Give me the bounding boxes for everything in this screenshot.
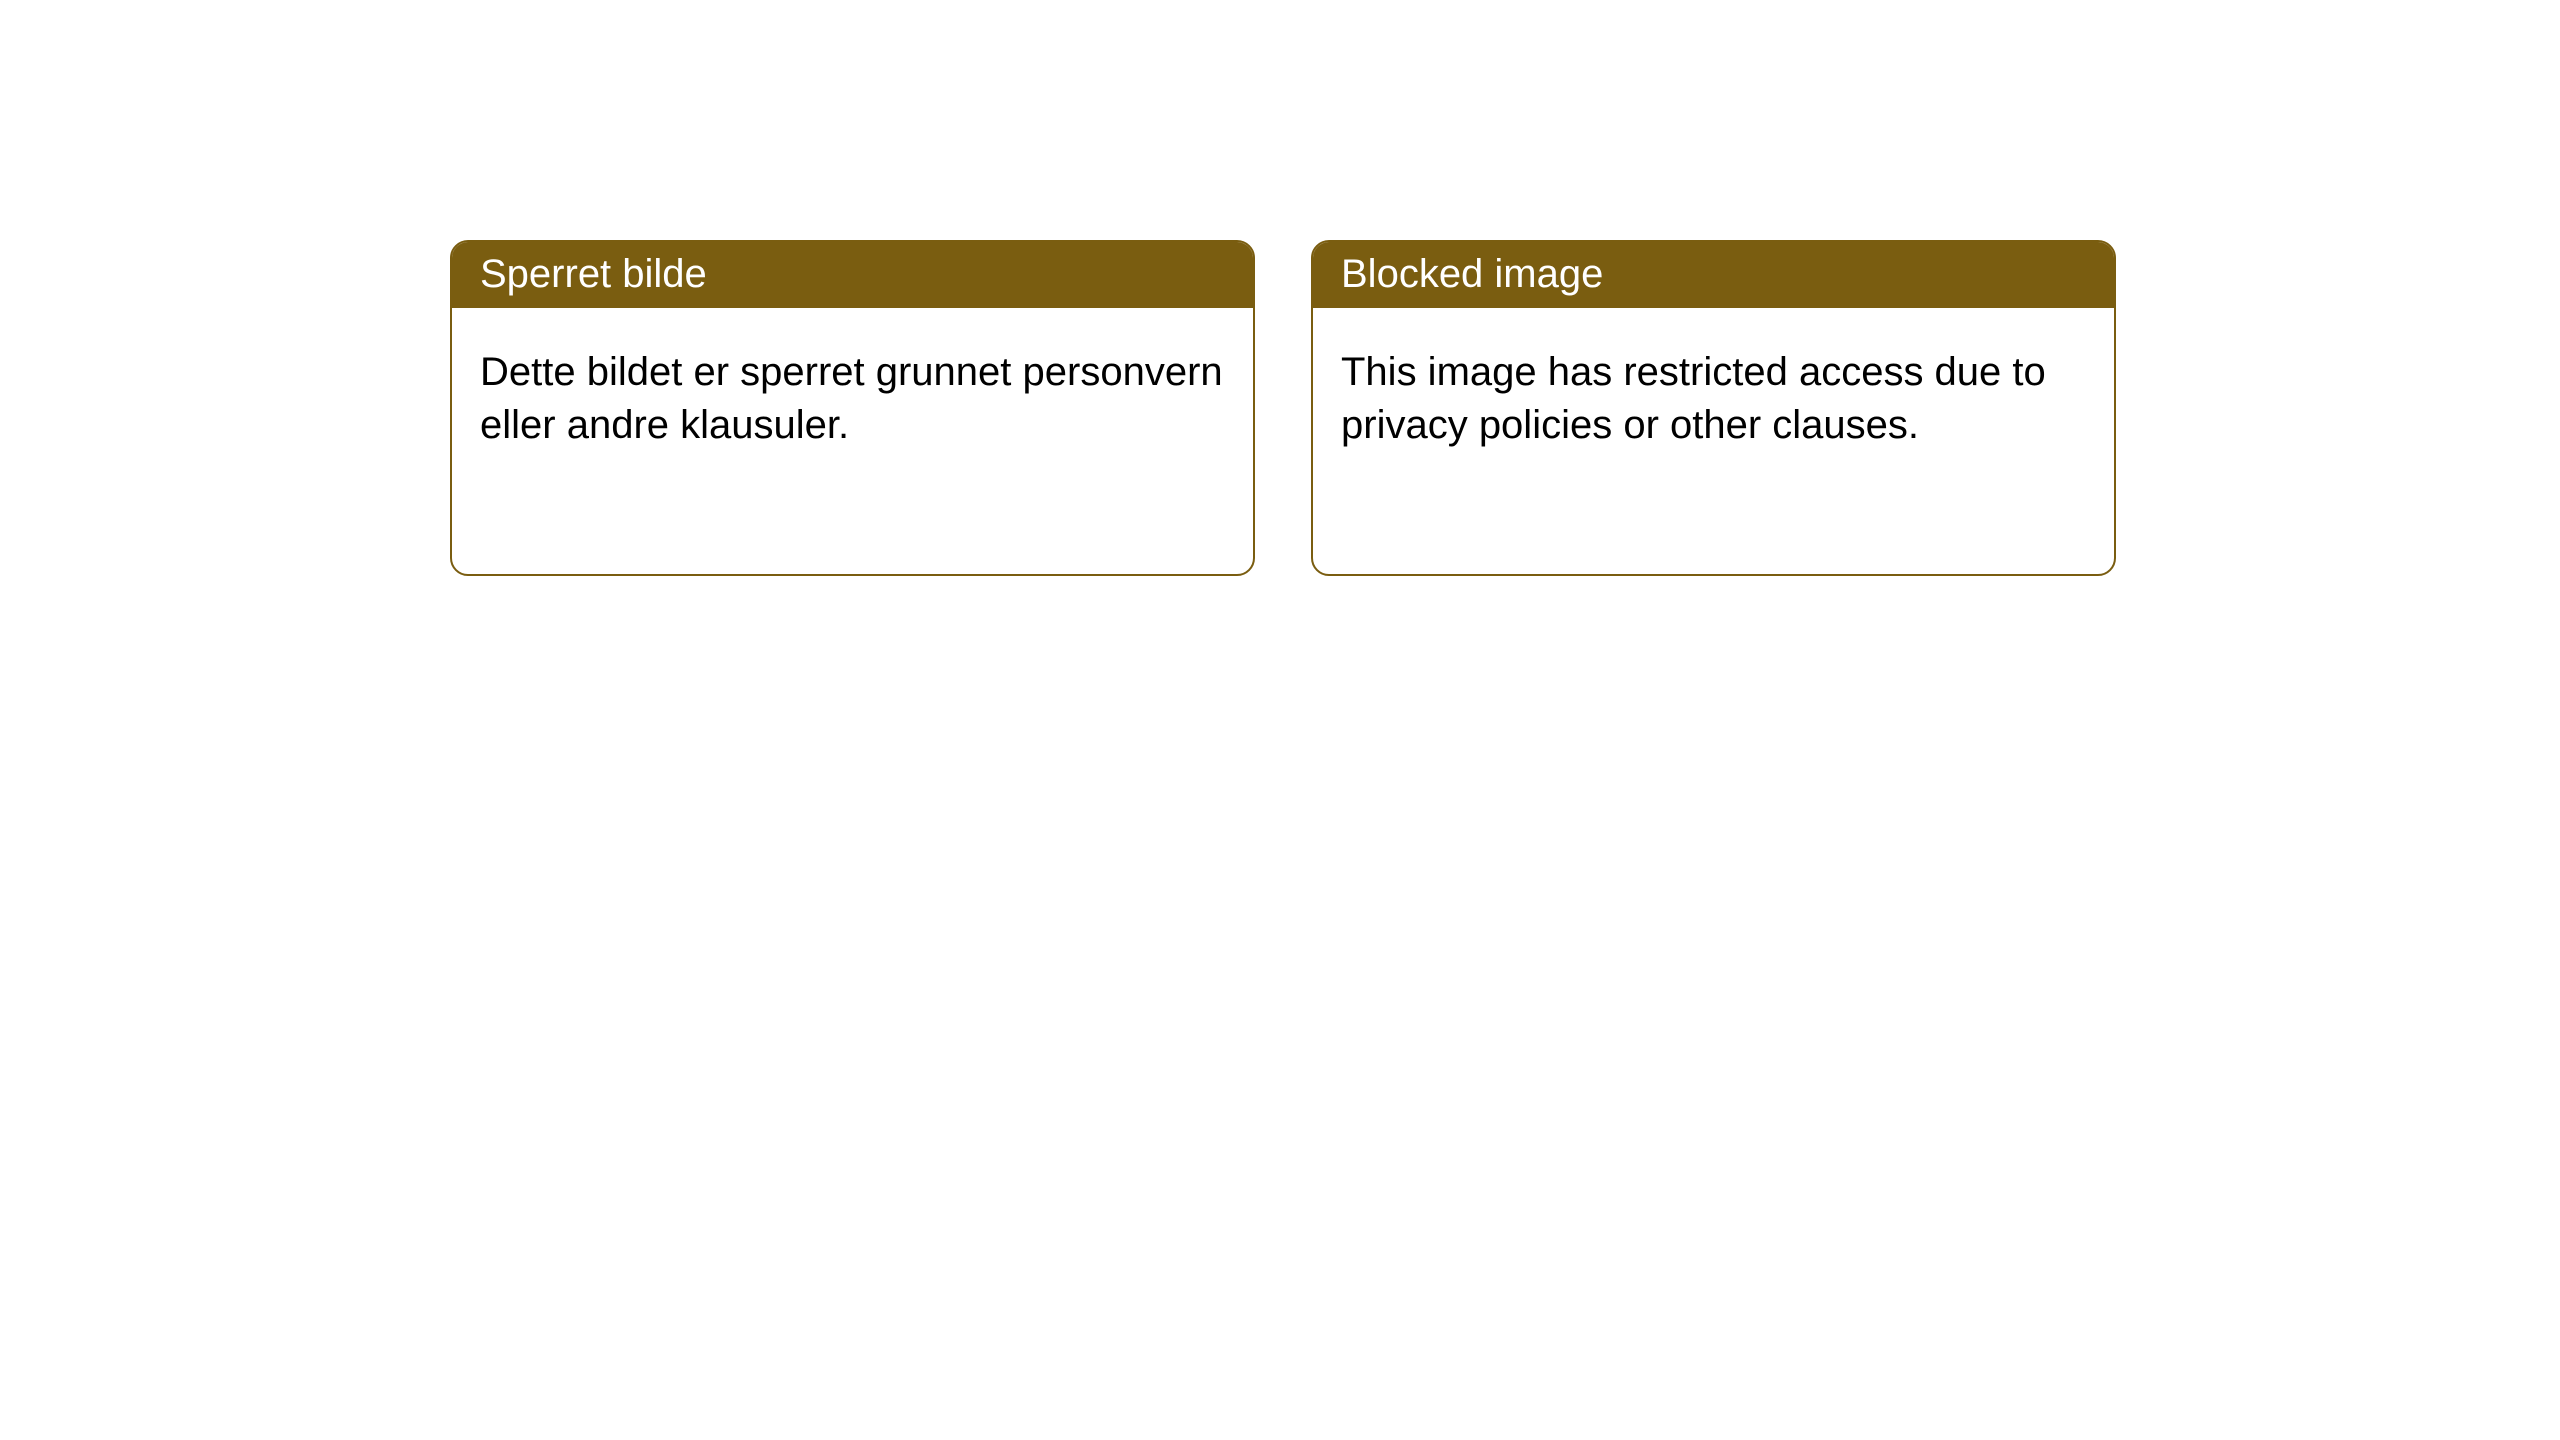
notice-body-text: This image has restricted access due to …	[1341, 350, 2046, 447]
notice-body: Dette bildet er sperret grunnet personve…	[452, 308, 1253, 480]
notice-header: Sperret bilde	[452, 242, 1253, 308]
notice-header: Blocked image	[1313, 242, 2114, 308]
notice-container: Sperret bilde Dette bildet er sperret gr…	[0, 0, 2560, 576]
notice-body: This image has restricted access due to …	[1313, 308, 2114, 480]
notice-body-text: Dette bildet er sperret grunnet personve…	[480, 350, 1223, 447]
notice-box-norwegian: Sperret bilde Dette bildet er sperret gr…	[450, 240, 1255, 576]
notice-title-text: Blocked image	[1341, 252, 1603, 296]
notice-box-english: Blocked image This image has restricted …	[1311, 240, 2116, 576]
notice-title-text: Sperret bilde	[480, 252, 707, 296]
